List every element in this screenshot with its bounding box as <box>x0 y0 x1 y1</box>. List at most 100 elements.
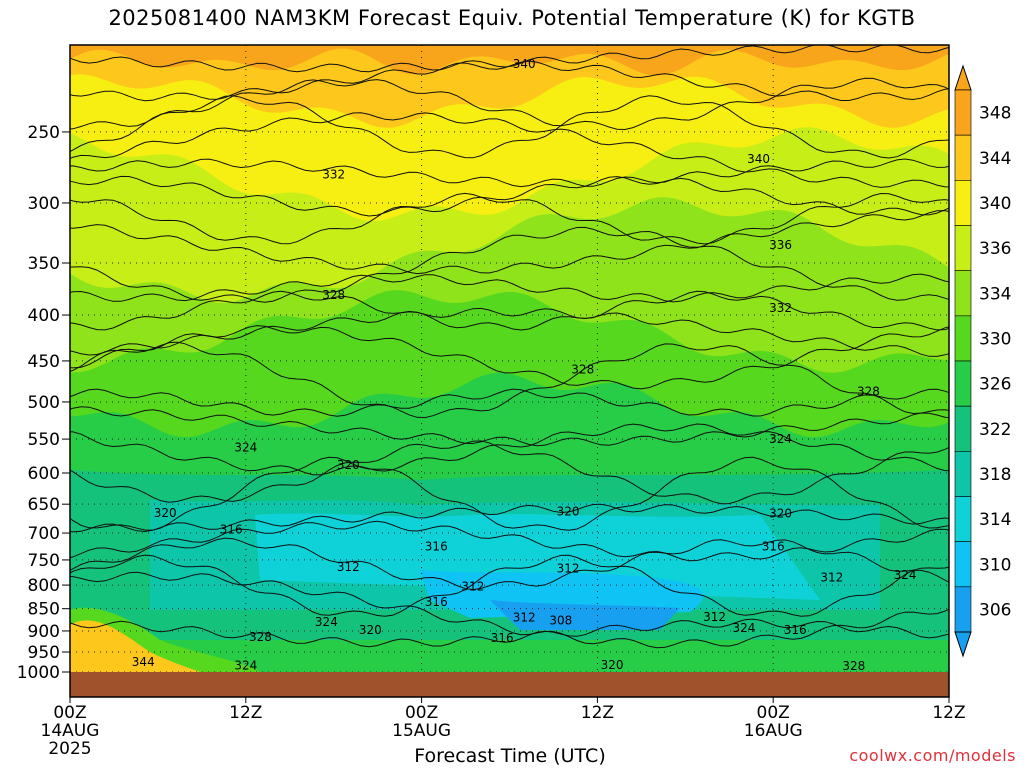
contour-lines <box>70 45 949 649</box>
contour-line <box>70 388 949 417</box>
contour-line <box>70 456 949 531</box>
contour-label: 316 <box>425 540 448 554</box>
y-tick-label: 550 <box>28 430 60 450</box>
colorbar-swatch <box>954 270 972 317</box>
colorbar-label: 306 <box>979 600 1011 620</box>
contour-label-text: 316 <box>491 631 514 645</box>
x-tick-label: 00Z <box>405 703 438 723</box>
contour-label-text: 324 <box>732 621 755 635</box>
contour-label-text: 312 <box>337 560 360 574</box>
colorbar-swatch <box>954 451 972 497</box>
contour-label: 316 <box>425 595 448 609</box>
contour-label: 328 <box>857 385 880 399</box>
contour-label-text: 316 <box>220 523 243 537</box>
contour-label: 312 <box>820 571 843 585</box>
credit-link[interactable]: coolwx.com/models <box>849 746 1016 765</box>
x-tick-date: 14AUG <box>41 721 100 741</box>
contour-label: 328 <box>322 288 345 302</box>
contour-label: 312 <box>513 611 536 625</box>
contour-line <box>70 210 949 275</box>
contour-label: 320 <box>557 504 580 518</box>
y-tick-label: 500 <box>28 393 60 413</box>
colorbar-swatch <box>954 405 972 452</box>
contour-label: 328 <box>842 659 865 673</box>
colorbar-label: 322 <box>979 420 1011 440</box>
contour-label-text: 312 <box>461 580 484 594</box>
colorbar-label: 326 <box>979 375 1011 395</box>
contour-label: 320 <box>769 507 792 521</box>
y-tick-label: 600 <box>28 464 60 484</box>
contour-label: 328 <box>249 630 272 644</box>
colorbar-label: 310 <box>979 555 1011 575</box>
colorbar-swatch <box>954 134 972 181</box>
contour-label: 328 <box>571 362 594 376</box>
contour-label-text: 332 <box>322 168 345 182</box>
contour-label: 312 <box>557 562 580 576</box>
band-348 <box>70 45 949 76</box>
contour-label-text: 320 <box>557 504 580 518</box>
band-314 <box>255 513 820 600</box>
colorbar-top-arrow <box>954 64 972 91</box>
contour-line <box>70 440 949 505</box>
contour-line <box>70 273 949 303</box>
colorbar-label: 336 <box>979 239 1011 259</box>
contour-label-text: 320 <box>154 506 177 520</box>
contour-line <box>70 618 949 648</box>
colorbar-swatch <box>954 315 972 362</box>
contour-label: 332 <box>769 301 792 315</box>
contour-line <box>70 175 949 217</box>
chart-title: 2025081400 NAM3KM Forecast Equiv. Potent… <box>108 6 916 30</box>
colorbar-label: 318 <box>979 465 1011 485</box>
contour-label: 312 <box>461 580 484 594</box>
contour-label-text: 324 <box>234 441 257 455</box>
y-tick-label: 750 <box>28 551 60 571</box>
contour-line <box>70 423 949 476</box>
y-tick-label: 800 <box>28 576 60 596</box>
contour-label-text: 324 <box>769 432 792 446</box>
colorbar-swatch <box>954 89 972 136</box>
contour-label: 312 <box>337 560 360 574</box>
contour-line <box>70 60 949 102</box>
contour-label: 324 <box>894 568 917 582</box>
contour-label-text: 320 <box>337 458 360 472</box>
contour-line <box>70 325 949 390</box>
y-tick-label: 700 <box>28 524 60 544</box>
contour-label: 308 <box>549 613 572 627</box>
contour-label-text: 340 <box>513 57 536 71</box>
colorbar-swatch <box>954 225 972 271</box>
contour-line <box>70 192 949 245</box>
contour-label-text: 320 <box>359 623 382 637</box>
contour-label-text: 324 <box>894 568 917 582</box>
x-tick-label: 12Z <box>581 703 614 723</box>
x-axis-label: Forecast Time (UTC) <box>414 745 606 767</box>
contour-line <box>70 77 949 131</box>
contour-label-text: 316 <box>784 623 807 637</box>
x-tick-label: 12Z <box>932 703 965 723</box>
band-warm-core <box>70 620 200 672</box>
colorbar-swatch <box>954 360 972 407</box>
x-tick-date: 16AUG <box>744 721 803 741</box>
x-tick-date: 15AUG <box>392 721 451 741</box>
contour-label-text: 328 <box>842 659 865 673</box>
contour-label-text: 308 <box>549 613 572 627</box>
colorbar-label: 340 <box>979 194 1011 214</box>
colorbar-label: 344 <box>979 149 1011 169</box>
contour-label: 320 <box>359 623 382 637</box>
contour-label: 332 <box>322 168 345 182</box>
contour-label: 324 <box>315 615 338 629</box>
colorbar-label: 330 <box>979 329 1011 349</box>
contour-label: 324 <box>732 621 755 635</box>
x-tick-label: 00Z <box>757 703 790 723</box>
contour-label-text: 332 <box>769 301 792 315</box>
contour-label-text: 340 <box>747 152 770 166</box>
contour-label: 344 <box>132 655 155 669</box>
y-tick-label: 1000 <box>17 663 60 683</box>
contour-label: 336 <box>769 238 792 252</box>
y-tick-label: 350 <box>28 254 60 274</box>
contour-label: 324 <box>234 659 257 673</box>
contour-label-text: 320 <box>601 658 624 672</box>
contour-label-text: 324 <box>234 659 257 673</box>
contour-line <box>70 571 949 649</box>
y-tick-label: 400 <box>28 306 60 326</box>
